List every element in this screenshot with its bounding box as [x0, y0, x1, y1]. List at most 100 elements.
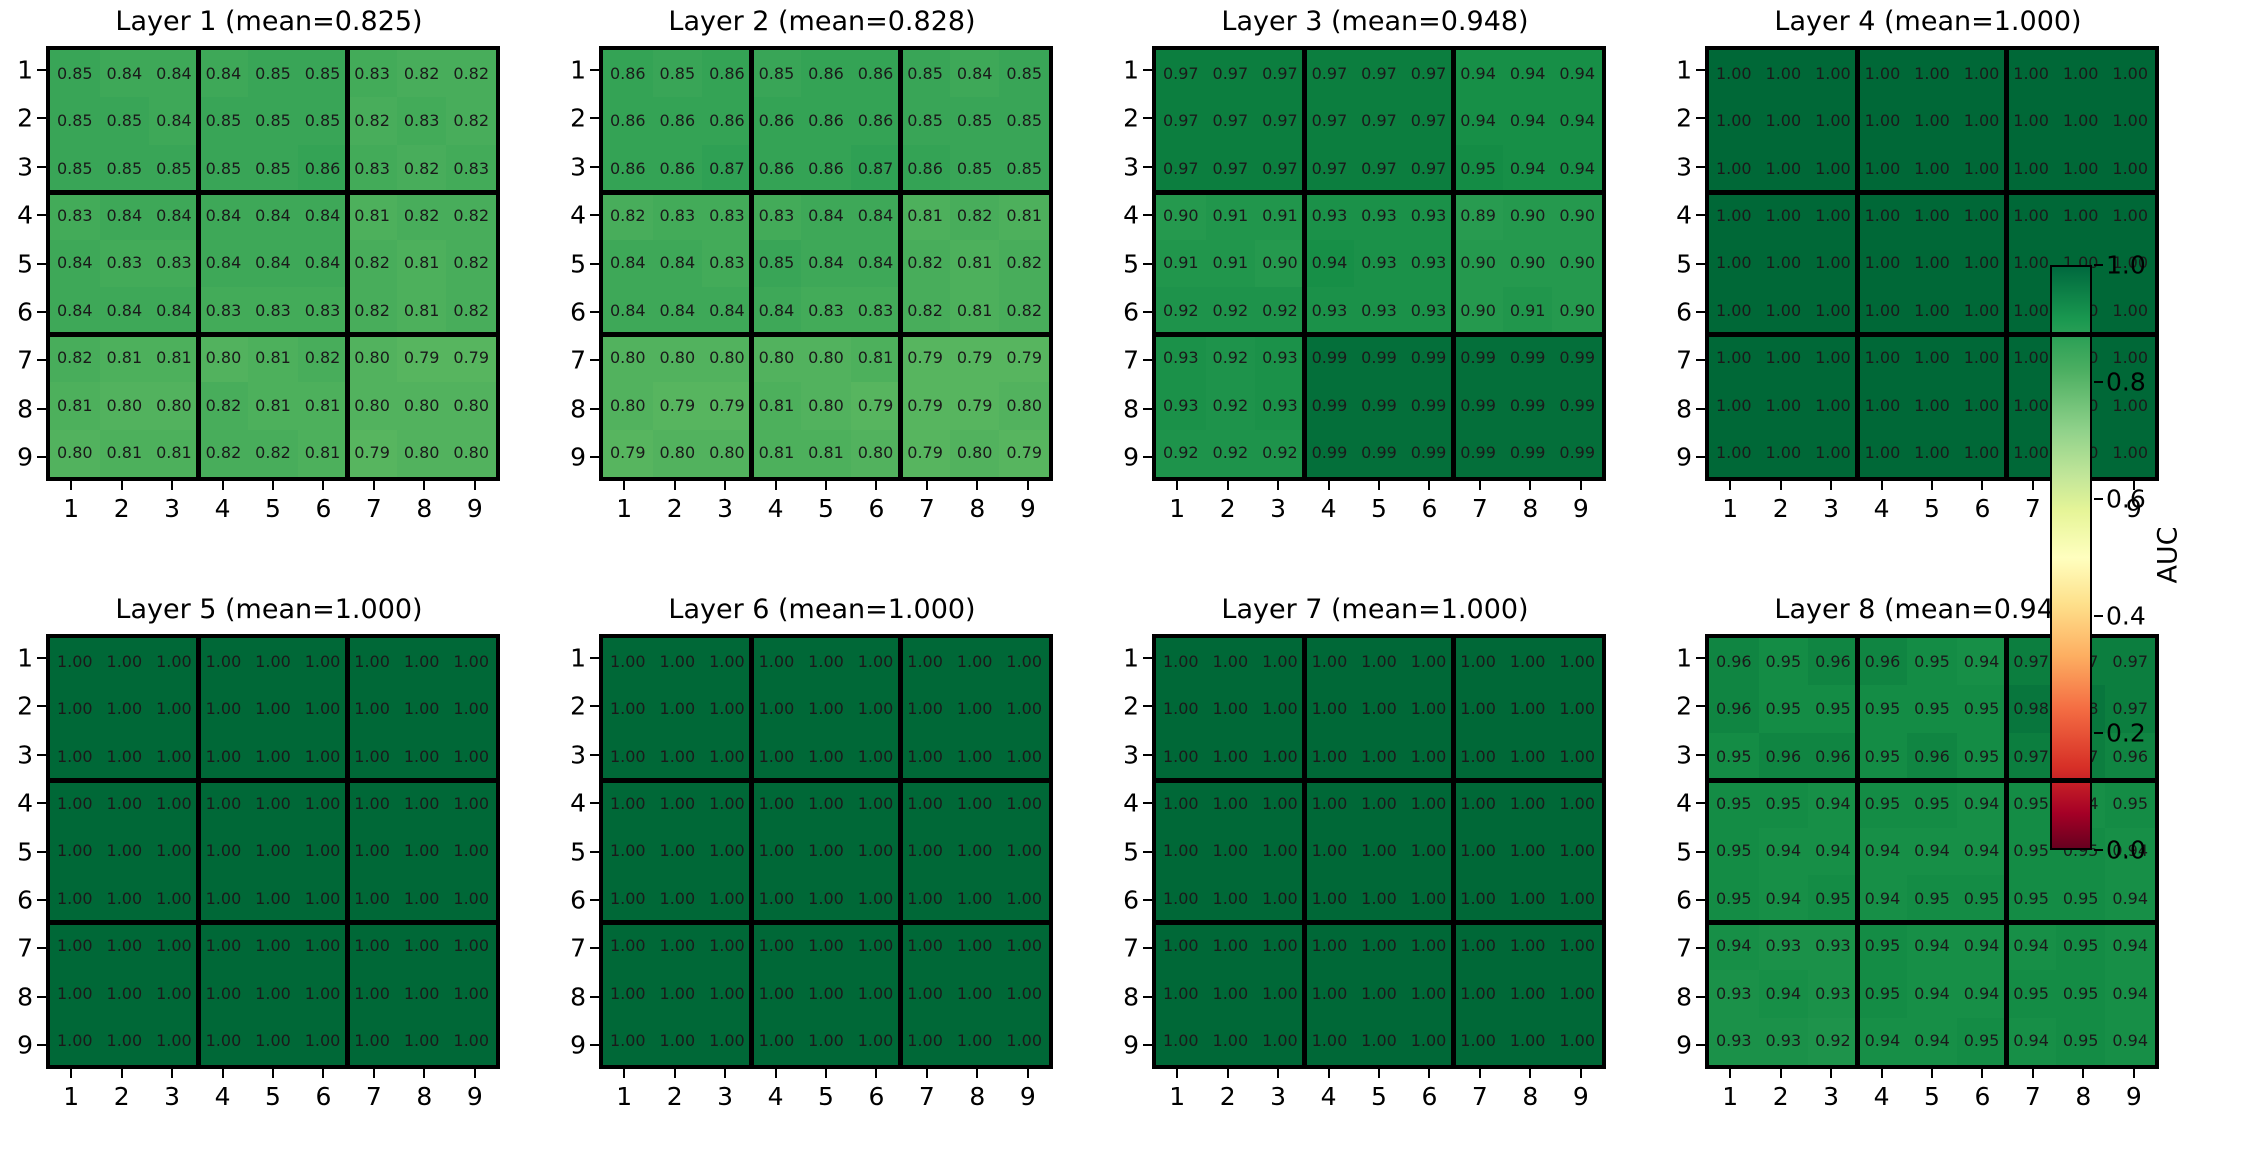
heatmap-cell: 1.00: [50, 685, 100, 733]
heatmap-cell: 0.80: [603, 334, 653, 383]
y-tick-mark: [37, 359, 46, 362]
x-tick-label: 2: [1219, 494, 1236, 523]
heatmap-cell: 0.97: [2105, 685, 2155, 733]
heatmap-cell: 1.00: [1304, 638, 1355, 686]
heatmap-cell: 1.00: [1255, 1017, 1305, 1065]
colorbar-tick-mark: [2094, 849, 2103, 851]
heatmap-cell: 0.93: [1709, 970, 1759, 1018]
heatmap-cell: 1.00: [1304, 875, 1355, 923]
heatmap-cell: 1.00: [603, 685, 653, 733]
y-tick-mark: [1696, 310, 1705, 313]
heatmap-cell: 0.83: [446, 144, 496, 193]
heatmap-cell: 1.00: [1758, 382, 1809, 430]
plot-area: 1.00 1.00 1.00 1.00 1.00 1.00 1.00 1.00 1.00 1.00…: [1123, 634, 1606, 1111]
heatmap-cell: 0.86: [850, 50, 901, 98]
heatmap-cell: 0.83: [149, 239, 199, 288]
heatmap-cell: 1.00: [2055, 192, 2106, 240]
heatmap-cell: 1.00: [2006, 239, 2056, 288]
heatmap-cell: 0.90: [1453, 287, 1503, 335]
heatmap-cell: 0.95: [2006, 875, 2056, 923]
colorbar-tick-label: 0.6: [2106, 484, 2146, 514]
heatmap-cell: 1.00: [1354, 1017, 1404, 1065]
y-tick-label: 5: [17, 249, 33, 278]
heatmap-cell: 1.00: [1403, 1017, 1454, 1065]
x-tick-label: 7: [365, 494, 382, 523]
heatmap-cell: 0.80: [702, 334, 752, 383]
y-tick-mark: [37, 310, 46, 313]
y-tick-label: 1: [570, 643, 586, 673]
heatmap-cell: 1.00: [2006, 334, 2056, 383]
heatmap-cell: 0.94: [2105, 922, 2155, 971]
heatmap-cell: 0.83: [702, 239, 752, 288]
heatmap-cell: 1.00: [347, 827, 397, 876]
heatmap-panel-layer-6: Layer 6 (mean=1.000) 1.00 1.00 1.00 1.00 1.00…: [553, 588, 1106, 1148]
heatmap-cell: 1.00: [1403, 827, 1454, 876]
heatmap-cell: 0.86: [801, 50, 851, 98]
x-tick-mark: [2132, 1069, 2135, 1078]
heatmap-cell: 1.00: [50, 780, 100, 828]
heatmap-cell: 0.95: [1857, 970, 1908, 1018]
heatmap-cell: 0.93: [1758, 1017, 1809, 1065]
heatmap-cell: 0.94: [1907, 970, 1957, 1018]
heatmap-cell: 1.00: [1956, 239, 2007, 288]
heatmap-cell: 1.00: [949, 638, 1000, 686]
colorbar-tick-label: 0.2: [2106, 718, 2146, 748]
y-tick-mark: [1696, 359, 1705, 362]
heatmap-cell: 0.93: [1304, 192, 1355, 240]
heatmap-cell: 1.00: [99, 1017, 150, 1065]
heatmap-cell: 0.93: [1255, 382, 1305, 430]
heatmap-cell: 0.84: [198, 239, 249, 288]
heatmap-cell: 1.00: [1403, 970, 1454, 1018]
heatmap-cell: 0.80: [603, 382, 653, 430]
x-tick-label: 5: [1371, 494, 1387, 523]
heatmap-cell: 0.95: [2006, 970, 2056, 1018]
y-tick-label: 9: [570, 1030, 586, 1060]
heatmap-cell: 0.95: [1857, 732, 1908, 781]
heatmap-cell: 1.00: [446, 970, 496, 1018]
x-tick-label: 2: [113, 1082, 130, 1111]
heatmap-cell: 0.84: [297, 239, 348, 288]
heatmap-cell: 0.97: [1304, 50, 1355, 98]
heatmap-cell: 1.00: [1453, 970, 1503, 1018]
heatmap-cell: 1.00: [1552, 685, 1602, 733]
heatmap-cell: 1.00: [949, 780, 1000, 828]
y-tick-mark: [1143, 117, 1152, 120]
heatmap-cell: 1.00: [1354, 875, 1404, 923]
heatmap-cell: 0.79: [900, 382, 950, 430]
y-tick-label: 1: [570, 55, 586, 85]
x-tick-label: 8: [1522, 494, 1539, 523]
x-tick-mark: [1226, 1069, 1229, 1078]
x-tick-label: 8: [416, 494, 433, 523]
heatmap-cell: 0.87: [850, 144, 901, 193]
y-tick-label: 5: [17, 837, 33, 866]
heatmap-cell: 0.83: [50, 192, 100, 240]
heatmap-cell: 0.99: [1453, 334, 1503, 383]
heatmap-cell: 1.00: [50, 922, 100, 971]
heatmap-cell: 0.97: [1403, 144, 1454, 193]
heatmap-cell: 1.00: [198, 638, 249, 686]
y-tick-label: 6: [1676, 297, 1692, 327]
heatmap-cell: 0.85: [652, 50, 703, 98]
heatmap-cell: 0.96: [1758, 732, 1809, 781]
y-tick-mark: [590, 753, 599, 756]
heatmap-cell: 0.93: [1156, 334, 1206, 383]
y-tick-label: 1: [1123, 55, 1139, 85]
heatmap-cell: 1.00: [1304, 827, 1355, 876]
heatmap-cell: 1.00: [801, 732, 851, 781]
heatmap-cell: 0.82: [446, 239, 496, 288]
heatmap-cell: 1.00: [1808, 429, 1858, 477]
y-tick-mark: [1696, 1043, 1705, 1046]
heatmap-cell: 1.00: [801, 970, 851, 1018]
x-tick-mark: [1176, 1069, 1179, 1078]
x-tick-label: 7: [918, 494, 935, 523]
heatmap-cell: 0.94: [1956, 827, 2007, 876]
heatmap-cell: 1.00: [1403, 922, 1454, 971]
y-tick-label: 2: [570, 103, 586, 133]
heatmap-cell: 1.00: [1552, 875, 1602, 923]
heatmap-cell: 1.00: [702, 780, 752, 828]
x-tick-label: 9: [466, 494, 483, 523]
heatmap-cell: 0.86: [801, 97, 851, 145]
y-tick-mark: [590, 359, 599, 362]
heatmap-cell: 0.95: [1907, 685, 1957, 733]
x-tick-label: 5: [1924, 494, 1940, 523]
